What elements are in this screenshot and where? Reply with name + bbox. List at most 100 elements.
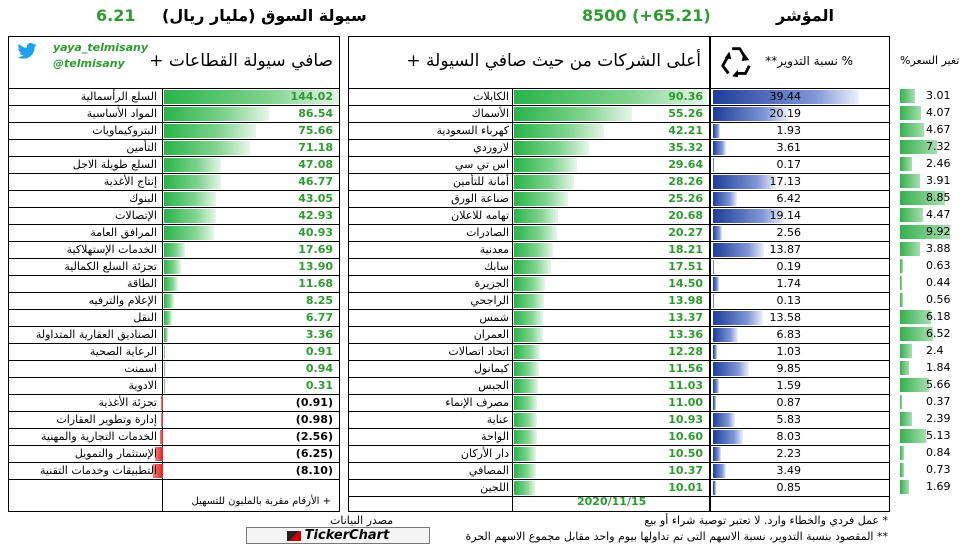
price-change-value: 2.46 xyxy=(926,157,951,170)
company-liquidity-value: 20.68 xyxy=(668,209,703,222)
price-change-bar xyxy=(900,157,913,171)
turnover-row: 0.87 xyxy=(711,395,889,412)
sector-negative-bar xyxy=(161,396,163,410)
turnover-bar xyxy=(713,141,727,155)
company-liquidity-value: 11.56 xyxy=(668,362,703,375)
turnover-row: 6.83 xyxy=(711,327,889,344)
company-name: تهامه للاعلان xyxy=(451,209,509,222)
sector-negative-bar xyxy=(153,464,163,478)
company-name: شمس xyxy=(479,311,509,324)
price-change-bar xyxy=(900,361,910,375)
sector-row: السلع الرأسمالية 144.02 xyxy=(9,89,339,106)
company-row: دار الأركان 10.50 xyxy=(349,446,709,463)
company-row: لازوردي 35.32 xyxy=(349,140,709,157)
turnover-bar xyxy=(713,175,777,189)
sector-value: 11.68 xyxy=(298,277,333,290)
price-change-bar xyxy=(900,242,920,256)
price-change-row: 0.44 xyxy=(898,275,966,292)
price-change-bar xyxy=(900,327,933,341)
company-liquidity-bar xyxy=(514,345,541,359)
sector-row: المواد الأساسية 86.54 xyxy=(9,106,339,123)
sector-value: 47.08 xyxy=(298,158,333,171)
price-change-value: 3.88 xyxy=(926,242,951,255)
company-name: اللجين xyxy=(480,481,509,494)
turnover-value: 39.44 xyxy=(769,90,802,103)
sector-name: إنتاج الأغذية xyxy=(103,175,157,188)
price-change-row: 0.56 xyxy=(898,292,966,309)
price-change-row: 1.84 xyxy=(898,360,966,377)
sector-name: الرعاية الصحية xyxy=(89,345,157,358)
sector-row: الإستثمار والتمويل (6.25) xyxy=(9,446,339,463)
company-liquidity-value: 10.37 xyxy=(668,464,703,477)
company-liquidity-value: 10.01 xyxy=(668,481,703,494)
turnover-bar xyxy=(713,192,737,206)
price-change-row: 0.37 xyxy=(898,394,966,411)
company-name: كيمانول xyxy=(473,362,509,375)
company-liquidity-bar xyxy=(514,464,537,478)
company-name: الراجحي xyxy=(470,294,509,307)
sector-value: (0.98) xyxy=(295,413,333,426)
price-change-bar xyxy=(900,123,924,137)
company-liquidity-value: 10.60 xyxy=(668,430,703,443)
price-change-row: 7.32 xyxy=(898,139,966,156)
sector-row: الادوية 0.31 xyxy=(9,378,339,395)
footer-note-1: * عمل فردي والخطاء وارد. لا تعتبر توصية … xyxy=(644,514,888,527)
price-change-bar xyxy=(900,89,916,103)
turnover-row: 1.74 xyxy=(711,276,889,293)
turnover-bar xyxy=(713,294,714,308)
company-row: العمران 13.36 xyxy=(349,327,709,344)
sector-name: تجزئة الأغذية xyxy=(98,396,157,409)
turnover-value: 6.42 xyxy=(776,192,802,205)
price-change-bar xyxy=(900,412,913,426)
turnover-value: 0.17 xyxy=(776,158,802,171)
company-name: الجبس xyxy=(478,379,509,392)
company-liquidity-value: 28.26 xyxy=(668,175,703,188)
company-row: الجبس 11.03 xyxy=(349,378,709,395)
company-liquidity-value: 13.36 xyxy=(668,328,703,341)
turnover-value: 6.83 xyxy=(776,328,802,341)
sector-positive-bar xyxy=(164,362,166,376)
price-change-row: 9.92 xyxy=(898,224,966,241)
price-change-bar xyxy=(900,446,905,460)
turnover-value: 8.03 xyxy=(776,430,802,443)
turnover-row: 0.13 xyxy=(711,293,889,310)
sector-negative-bar xyxy=(161,413,163,427)
price-change-value: 3.91 xyxy=(926,174,951,187)
turnover-row: 3.49 xyxy=(711,463,889,480)
price-change-value: 8.85 xyxy=(926,191,951,204)
sector-positive-bar xyxy=(164,209,217,223)
company-liquidity-value: 11.00 xyxy=(668,396,703,409)
company-name: اس تي سي xyxy=(454,158,509,171)
company-name: دار الأركان xyxy=(460,447,509,460)
sector-positive-bar xyxy=(164,158,222,172)
sector-row: تجزئة السلع الكمالية 13.90 xyxy=(9,259,339,276)
sector-row: تجزئة الأغذية (0.91) xyxy=(9,395,339,412)
turnover-value: 1.93 xyxy=(776,124,802,137)
sector-positive-bar xyxy=(164,192,217,206)
sector-positive-bar xyxy=(164,277,179,291)
tickerchart-logo-mark xyxy=(286,530,301,541)
price-change-value: 6.52 xyxy=(926,327,951,340)
company-row: الجزيرة 14.50 xyxy=(349,276,709,293)
company-liquidity-value: 42.21 xyxy=(668,124,703,137)
price-change-bar xyxy=(900,106,921,120)
twitter-handle: yaya_telmisany xyxy=(53,41,149,54)
turnover-bar xyxy=(713,447,722,461)
company-liquidity-value: 55.26 xyxy=(668,107,703,120)
price-change-value: 1.84 xyxy=(926,361,951,374)
company-liquidity-value: 10.93 xyxy=(668,413,703,426)
company-liquidity-bar xyxy=(514,226,558,240)
company-liquidity-bar xyxy=(514,209,559,223)
company-row: الأسماك 55.26 xyxy=(349,106,709,123)
turnover-bar xyxy=(713,396,717,410)
price-change-value: 5.66 xyxy=(926,378,951,391)
sector-name: اسمنت xyxy=(124,362,157,375)
company-row: مصرف الإنماء 11.00 xyxy=(349,395,709,412)
price-change-value: 0.84 xyxy=(926,446,951,459)
turnover-bar xyxy=(713,260,714,274)
company-row: اتحاد اتصالات 12.28 xyxy=(349,344,709,361)
footer-note-2: ** المقصود بنسبة التدوير، نسبة الاسهم ال… xyxy=(465,530,889,543)
company-row: معدنية 18.21 xyxy=(349,242,709,259)
turnover-bar xyxy=(713,311,764,325)
sector-positive-bar xyxy=(164,379,165,393)
